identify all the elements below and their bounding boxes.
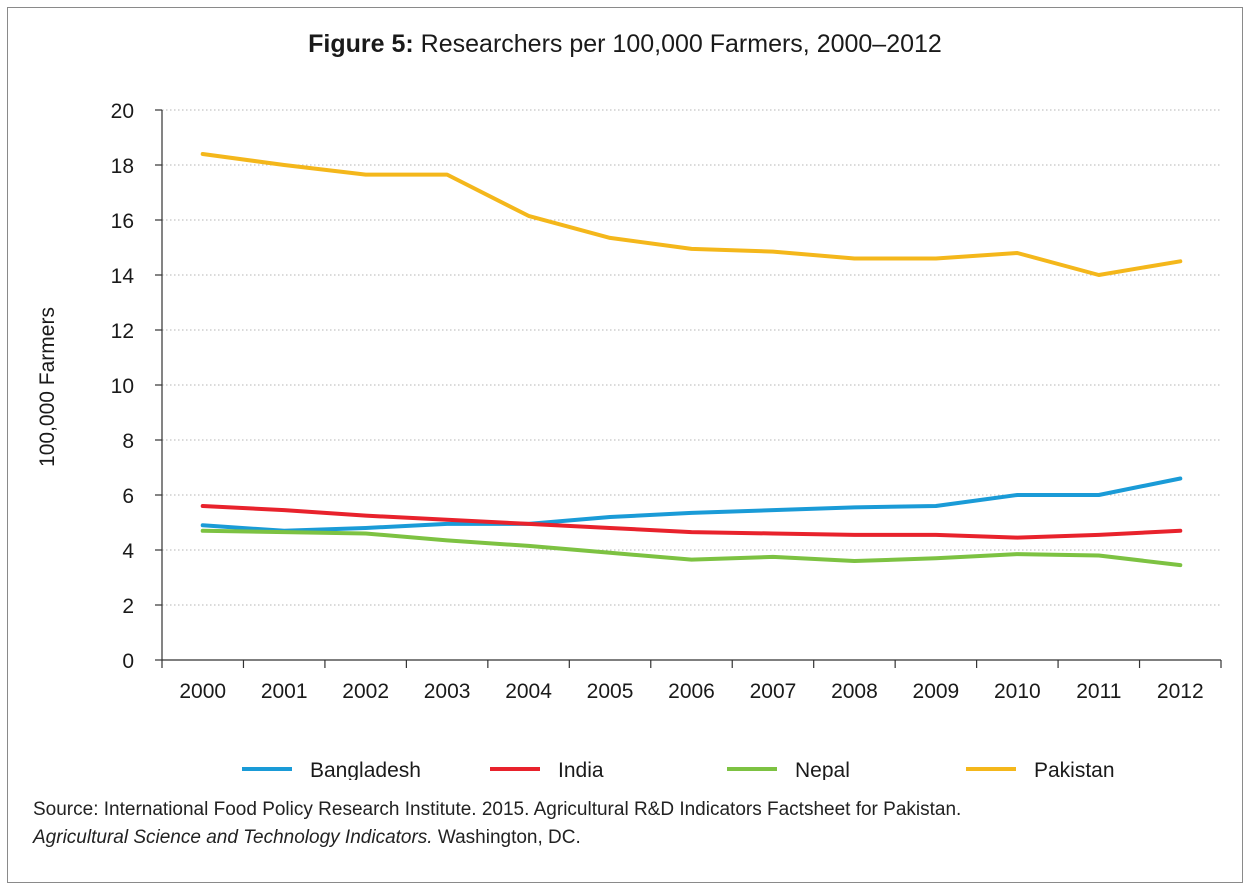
x-tick-label: 2003	[424, 680, 471, 703]
y-tick-label: 18	[111, 155, 134, 178]
y-tick-label: 8	[122, 430, 134, 453]
legend-label: Nepal	[795, 759, 850, 780]
x-tick-label: 2004	[505, 680, 552, 703]
legend: Bangladesh India Nepal Pakistan	[242, 759, 1115, 780]
y-tick-label: 2	[122, 595, 134, 618]
source-note: Source: International Food Policy Resear…	[33, 796, 961, 852]
series-line-nepal	[200, 528, 1183, 568]
x-tick-label: 2008	[831, 680, 878, 703]
y-tick-label: 10	[111, 375, 134, 398]
y-tick-label: 6	[122, 485, 134, 508]
y-tick-label: 0	[122, 650, 134, 673]
source-line-2: Agricultural Science and Technology Indi…	[33, 824, 961, 852]
source-location: Washington, DC.	[432, 827, 581, 848]
x-tick-label: 2007	[750, 680, 797, 703]
legend-item-nepal: Nepal	[727, 759, 850, 780]
y-tick-label: 14	[111, 265, 135, 288]
y-tick-labels: 0 2 4 6 8 10 12 14 16 18 20	[111, 100, 135, 673]
x-tick-label: 2010	[994, 680, 1041, 703]
figure-frame	[7, 7, 1243, 883]
legend-label: India	[558, 759, 604, 780]
legend-label: Bangladesh	[310, 759, 421, 780]
series-line-india	[200, 504, 1183, 540]
legend-item-india: India	[490, 759, 604, 780]
legend-item-bangladesh: Bangladesh	[242, 759, 421, 780]
legend-label: Pakistan	[1034, 759, 1115, 780]
source-publication: Agricultural Science and Technology Indi…	[33, 827, 433, 848]
series-line-bangladesh	[200, 476, 1183, 533]
x-tick-label: 2011	[1076, 680, 1121, 703]
y-tick-label: 16	[111, 210, 134, 233]
x-tick-label: 2009	[913, 680, 960, 703]
x-tick-label: 2005	[587, 680, 634, 703]
series-lines	[200, 152, 1183, 568]
source-line-1: Source: International Food Policy Resear…	[33, 799, 962, 820]
x-tick-label: 2012	[1157, 680, 1204, 703]
gridlines	[162, 109, 1221, 606]
x-tick-label: 2006	[668, 680, 715, 703]
legend-item-pakistan: Pakistan	[966, 759, 1115, 780]
title-text: Researchers per 100,000 Farmers, 2000–20…	[413, 30, 942, 58]
y-axis-label: 100,000 Farmers	[36, 307, 59, 467]
chart-title: Figure 5: Researchers per 100,000 Farmer…	[0, 30, 1250, 59]
x-tick-label: 2002	[342, 680, 389, 703]
series-line-pakistan	[200, 152, 1183, 277]
title-prefix: Figure 5:	[308, 30, 414, 58]
axes	[155, 109, 1222, 668]
y-tick-label: 12	[111, 320, 134, 343]
y-tick-label: 20	[111, 100, 134, 123]
y-tick-label: 4	[122, 540, 134, 563]
x-tick-label: 2000	[179, 680, 226, 703]
x-tick-labels: 2000 2001 2002 2003 2004 2005 2006 2007 2008 2009…	[179, 680, 1203, 703]
x-tick-label: 2001	[261, 680, 308, 703]
